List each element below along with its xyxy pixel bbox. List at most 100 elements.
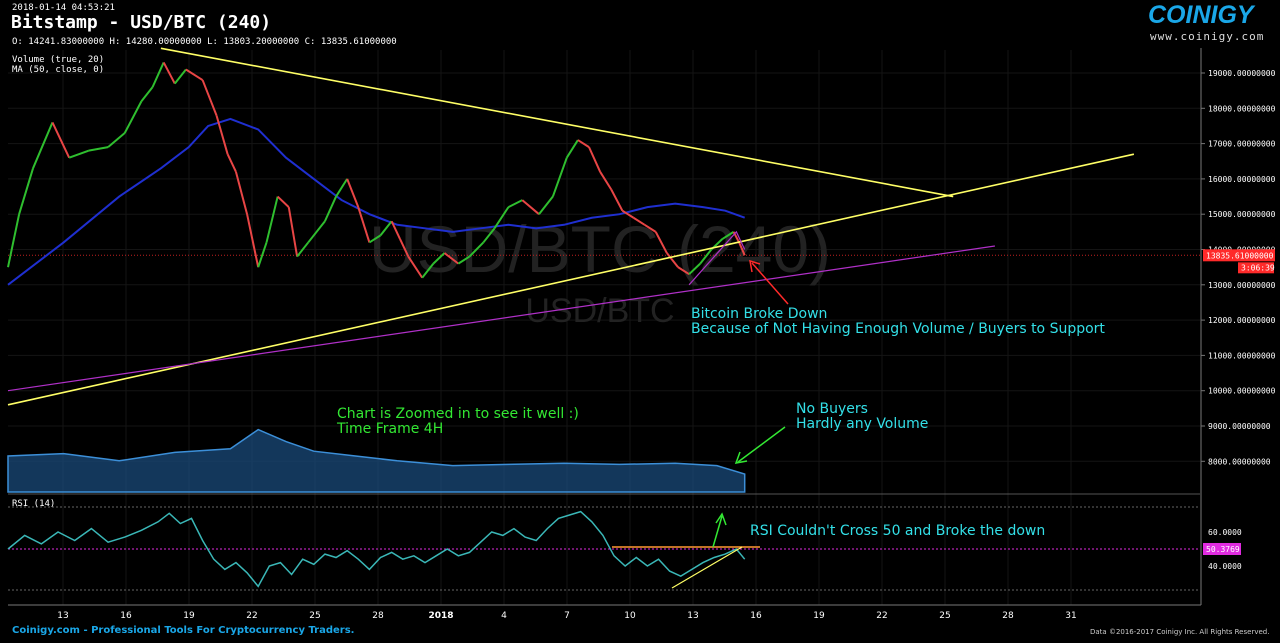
rsi-last-tag (1203, 543, 1241, 555)
price-segment (7, 213, 21, 268)
annotation-zoom-2: Time Frame 4H (336, 421, 443, 437)
annotation-nobuyers-2: Hardly any Volume (796, 416, 928, 432)
price-segment (632, 216, 646, 226)
price-segment (666, 252, 679, 268)
price-segment (399, 238, 410, 257)
time-tick-label: 16 (120, 611, 132, 621)
price-segment (610, 189, 624, 212)
price-segment (677, 266, 690, 276)
annotation-breakdown-1: Bitcoin Broke Down (691, 306, 827, 322)
price-segment (201, 79, 218, 116)
price-segment (307, 220, 326, 244)
time-tick-label: 25 (309, 611, 320, 621)
price-segment (493, 206, 510, 229)
price-segment (185, 68, 204, 81)
price-segment (257, 242, 268, 268)
time-tick-label: 13 (57, 611, 68, 621)
trend-line (7, 245, 995, 392)
price-segment (162, 61, 176, 85)
rsi-trend-line (671, 546, 743, 589)
coinigy-url: www.coinigy.com (1150, 30, 1265, 43)
arrow-rsi-up-head (715, 512, 727, 526)
price-segment (538, 195, 554, 215)
price-tick-label: 18000.00000000 (1208, 104, 1276, 113)
price-segment (577, 139, 590, 148)
price-segment (357, 206, 371, 243)
price-segment (738, 242, 746, 256)
arrow-rsi-up (712, 515, 723, 548)
axes: 19000.00000000 18000.00000000 17000.000000… (8, 48, 1276, 621)
price-segment (468, 241, 485, 258)
time-tick-label: 25 (939, 611, 950, 621)
trend-line (160, 47, 954, 198)
annotations: Bitcoin Broke Down Because of Not Having… (336, 259, 1105, 548)
price-tick-label: 12000.00000000 (1208, 316, 1276, 325)
price-tick-label: 9000.00000000 (1208, 422, 1271, 431)
price-tick-label: 8000.00000000 (1208, 457, 1271, 466)
countdown-value: 3:06:39 (1241, 263, 1275, 272)
volume-panel (7, 428, 746, 493)
price-segment (123, 100, 143, 134)
time-tick-label: 22 (876, 611, 887, 621)
price-segment (432, 252, 446, 265)
price-tick-label: 19000.00000000 (1208, 69, 1276, 78)
rsi-line (7, 510, 746, 588)
annotation-rsi: RSI Couldn't Cross 50 and Broke the down (750, 523, 1045, 539)
rsi-panel (7, 493, 1200, 591)
timestamp: 2018-01-14 04:53:21 (12, 3, 115, 13)
price-segment (588, 146, 602, 173)
price-segment (421, 263, 435, 279)
price-panel (7, 61, 1200, 286)
rsi-tick-label: 40.0000 (1208, 562, 1242, 571)
price-segment (18, 168, 34, 215)
price-segment (721, 231, 735, 240)
price-tick-label: 15000.00000000 (1208, 210, 1276, 219)
price-segment (324, 196, 337, 222)
rsi-tick-label: 60.0000 (1208, 528, 1242, 537)
countdown-tag (1238, 262, 1274, 274)
footer-copyright: Data ©2016-2017 Coinigy Inc. All Rights … (1090, 628, 1270, 636)
price-segment (246, 213, 260, 268)
price-segment (215, 115, 229, 155)
volume-area (7, 428, 746, 493)
price-segment (379, 220, 393, 236)
price-segment (521, 199, 540, 215)
ohlc-readout: O: 14241.83000000 H: 14280.00000000 L: 1… (12, 37, 397, 47)
time-tick-label: 13 (687, 611, 698, 621)
arrow-nobuyers (737, 426, 786, 463)
price-segment (644, 223, 657, 233)
chart-title: Bitstamp - USD/BTC (240) (11, 12, 272, 33)
price-segment (599, 171, 613, 191)
price-segment (699, 248, 713, 265)
price-segment (265, 196, 279, 243)
time-tick-label: 10 (624, 611, 636, 621)
price-segment (688, 262, 701, 275)
price-segment (654, 231, 668, 254)
time-tick-label: 31 (1065, 611, 1076, 621)
price-tick-label: 13000.00000000 (1208, 281, 1276, 290)
price-segment (107, 132, 126, 148)
arrow-breakdown (751, 262, 789, 305)
price-tick-label: 16000.00000000 (1208, 175, 1276, 184)
time-tick-label: 28 (372, 611, 384, 621)
rsi-label: RSI (14) (12, 499, 56, 509)
annotation-zoom-1: Chart is Zoomed in to see it well :) (337, 406, 579, 422)
time-tick-label: 22 (246, 611, 257, 621)
recent-wedge (688, 230, 746, 286)
price-segment (287, 206, 299, 257)
price-segment (390, 220, 401, 240)
price-segment (296, 241, 310, 258)
price-segment (68, 149, 89, 159)
last-price-value: 13835.61000000 (1206, 251, 1274, 260)
price-segment (140, 86, 154, 102)
trend-line (7, 153, 1135, 406)
price-tick-label: 10000.00000000 (1208, 387, 1276, 396)
time-tick-label: 28 (1002, 611, 1014, 621)
coinigy-logo: COINIGY (1148, 1, 1254, 29)
time-tick-label: 7 (564, 611, 570, 621)
price-tick-label: 11000.00000000 (1208, 351, 1276, 360)
price-segment (507, 199, 523, 209)
price-segment (174, 68, 187, 85)
